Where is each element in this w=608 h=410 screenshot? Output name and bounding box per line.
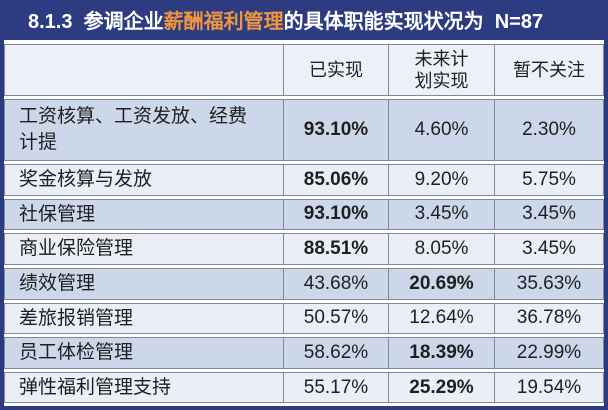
survey-results-table: 已实现 未来计划实现 暂不关注 工资核算、工资发放、经费计提 93.10% 4.60% 2… bbox=[4, 41, 604, 406]
table-row: 绩效管理 43.68% 20.69% 35.63% bbox=[4, 267, 604, 300]
corner-cell bbox=[4, 44, 284, 96]
cell-value: 93.10% bbox=[284, 99, 389, 161]
column-header: 已实现 bbox=[284, 44, 389, 96]
cell-value: 5.75% bbox=[495, 164, 604, 196]
row-label: 员工体检管理 bbox=[4, 337, 284, 369]
cell-value: 35.63% bbox=[495, 267, 604, 300]
row-label: 工资核算、工资发放、经费计提 bbox=[4, 99, 284, 161]
table-row: 社保管理 93.10% 3.45% 3.45% bbox=[4, 198, 604, 231]
table-row: 弹性福利管理支持 55.17% 25.29% 19.54% bbox=[4, 371, 604, 404]
cell-value: 20.69% bbox=[389, 267, 495, 300]
column-header: 暂不关注 bbox=[495, 44, 604, 96]
table-row: 员工体检管理 58.62% 18.39% 22.99% bbox=[4, 337, 604, 369]
row-label: 绩效管理 bbox=[4, 267, 284, 300]
cell-value: 50.57% bbox=[284, 302, 389, 335]
cell-value: 2.30% bbox=[495, 99, 604, 161]
cell-value: 3.45% bbox=[495, 233, 604, 265]
cell-value: 18.39% bbox=[389, 337, 495, 369]
table-row: 工资核算、工资发放、经费计提 93.10% 4.60% 2.30% bbox=[4, 99, 604, 161]
page-title: 8.1.3 参调企业薪酬福利管理的具体职能实现状况为 N=87 bbox=[4, 4, 604, 40]
table-header: 已实现 未来计划实现 暂不关注 bbox=[4, 44, 604, 96]
cell-value: 4.60% bbox=[389, 99, 495, 161]
row-label: 商业保险管理 bbox=[4, 233, 284, 265]
table-row: 商业保险管理 88.51% 8.05% 3.45% bbox=[4, 233, 604, 265]
column-header: 未来计划实现 bbox=[389, 44, 495, 96]
cell-value: 3.45% bbox=[389, 198, 495, 231]
table-area: 已实现 未来计划实现 暂不关注 工资核算、工资发放、经费计提 93.10% 4.60% 2… bbox=[4, 40, 604, 406]
title-highlight: 薪酬福利管理 bbox=[163, 11, 284, 33]
table-header-row: 已实现 未来计划实现 暂不关注 bbox=[4, 44, 604, 96]
cell-value: 88.51% bbox=[284, 233, 389, 265]
cell-value: 43.68% bbox=[284, 267, 389, 300]
cell-value: 12.64% bbox=[389, 302, 495, 335]
cell-value: 36.78% bbox=[495, 302, 604, 335]
cell-value: 85.06% bbox=[284, 164, 389, 196]
row-label: 奖金核算与发放 bbox=[4, 164, 284, 196]
cell-value: 93.10% bbox=[284, 198, 389, 231]
cell-value: 22.99% bbox=[495, 337, 604, 369]
cell-value: 55.17% bbox=[284, 371, 389, 404]
cell-value: 58.62% bbox=[284, 337, 389, 369]
row-label: 差旅报销管理 bbox=[4, 302, 284, 335]
cell-value: 9.20% bbox=[389, 164, 495, 196]
cell-value: 25.29% bbox=[389, 371, 495, 404]
cell-value: 8.05% bbox=[389, 233, 495, 265]
row-label: 弹性福利管理支持 bbox=[4, 371, 284, 404]
title-prefix: 8.1.3 参调企业 bbox=[28, 11, 164, 33]
table-row: 差旅报销管理 50.57% 12.64% 36.78% bbox=[4, 302, 604, 335]
row-label: 社保管理 bbox=[4, 198, 284, 231]
table-body: 工资核算、工资发放、经费计提 93.10% 4.60% 2.30% 奖金核算与发放 85.… bbox=[4, 99, 604, 404]
cell-value: 19.54% bbox=[495, 371, 604, 404]
title-suffix: 的具体职能实现状况为 N=87 bbox=[283, 11, 544, 33]
cell-value: 3.45% bbox=[495, 198, 604, 231]
table-row: 奖金核算与发放 85.06% 9.20% 5.75% bbox=[4, 164, 604, 196]
